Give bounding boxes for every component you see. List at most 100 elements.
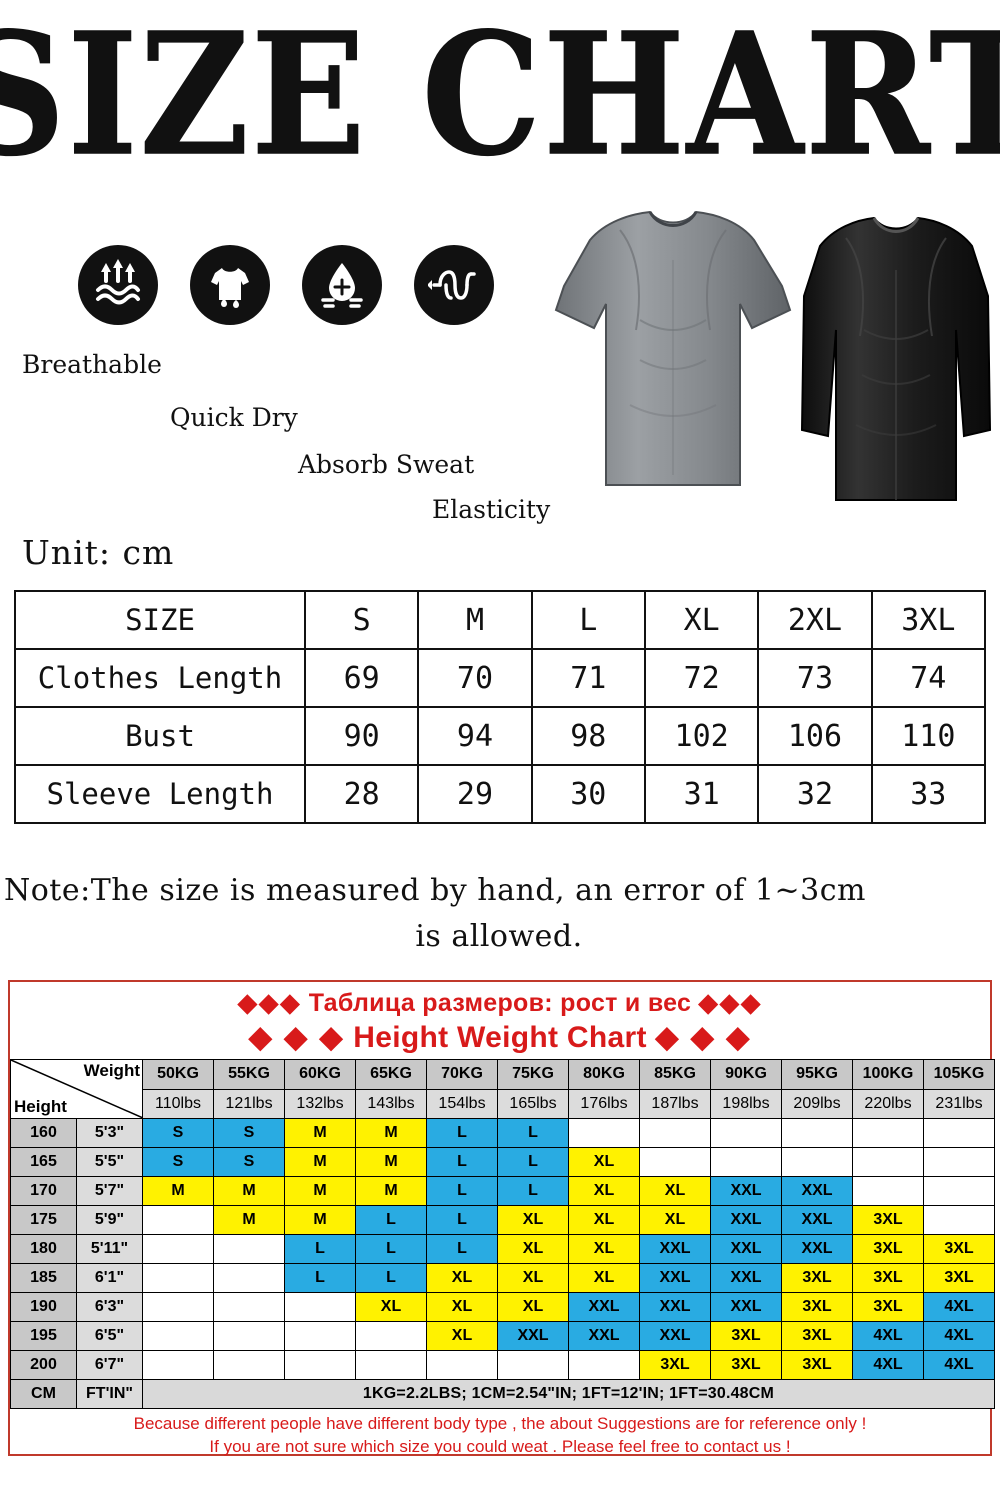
hw-cell-175-90KG: XXL bbox=[710, 1205, 782, 1235]
hw-cell-185-85KG: XXL bbox=[639, 1263, 711, 1293]
hw-cell-180-80KG: XL bbox=[568, 1234, 640, 1264]
hw-weight-kg-row: Weight Height 50KG 55KG 60KG 65KG 70KG 7… bbox=[10, 1059, 995, 1119]
hw-height-cm-190: 190 bbox=[10, 1292, 77, 1322]
footer-cm-label: CM bbox=[10, 1379, 77, 1409]
feature-icons-row bbox=[78, 245, 494, 325]
hw-cell-170-60KG: M bbox=[284, 1176, 356, 1206]
weight-kg-0: 50KG bbox=[142, 1059, 214, 1090]
weight-kg-6: 80KG bbox=[568, 1059, 640, 1090]
feature-label-breathable: Breathable bbox=[22, 350, 162, 379]
cell-bust-m: 94 bbox=[417, 706, 533, 766]
hw-cell-180-105KG: 3XL bbox=[923, 1234, 995, 1264]
weight-lbs-0: 110lbs bbox=[142, 1088, 214, 1119]
hw-title-ru-text: Таблица размеров: рост и вес bbox=[308, 989, 692, 1017]
cell-clothes-length-3xl: 74 bbox=[870, 648, 987, 708]
gray-shirt-image bbox=[554, 210, 792, 486]
hw-cell-180-100KG: 3XL bbox=[852, 1234, 924, 1264]
header-2xl: 2XL bbox=[757, 590, 873, 650]
weight-kg-5: 75KG bbox=[497, 1059, 569, 1090]
hw-cell-195-105KG: 4XL bbox=[923, 1321, 995, 1351]
weight-kg-7: 85KG bbox=[639, 1059, 711, 1090]
cell-sleeve-length-s: 28 bbox=[303, 764, 420, 824]
hw-cell-185-60KG: L bbox=[284, 1263, 356, 1293]
hw-cell-190-90KG: XXL bbox=[710, 1292, 782, 1322]
elasticity-icon bbox=[414, 245, 494, 325]
header-s: S bbox=[303, 590, 420, 650]
hw-cell-165-105KG bbox=[923, 1147, 995, 1177]
hw-cell-170-105KG bbox=[923, 1176, 995, 1206]
hw-cell-170-90KG: XXL bbox=[710, 1176, 782, 1206]
hw-row: 195 6'5" XL XXL XXL XXL 3XL 3XL 4XL 4XL bbox=[10, 1321, 995, 1351]
hw-cell-160-95KG bbox=[781, 1118, 853, 1148]
hw-height-cm-175: 175 bbox=[10, 1205, 77, 1235]
hw-cell-190-85KG: XXL bbox=[639, 1292, 711, 1322]
hw-cell-165-50KG: S bbox=[142, 1147, 214, 1177]
absorb-sweat-icon bbox=[302, 245, 382, 325]
hw-cell-170-75KG: L bbox=[497, 1176, 569, 1206]
header-m: M bbox=[417, 590, 533, 650]
disclaimer-line-2: If you are not sure which size you could… bbox=[209, 1437, 791, 1456]
weight-lbs-10: 220lbs bbox=[852, 1088, 924, 1119]
cell-sleeve-length-2xl: 32 bbox=[757, 764, 873, 824]
hw-cell-190-70KG: XL bbox=[426, 1292, 498, 1322]
hw-cell-165-60KG: M bbox=[284, 1147, 356, 1177]
hw-cell-200-70KG bbox=[426, 1350, 498, 1380]
hw-height-cm-200: 200 bbox=[10, 1350, 77, 1380]
disclaimer-line-1: Because different people have different … bbox=[133, 1414, 867, 1433]
cell-clothes-length-s: 69 bbox=[303, 648, 420, 708]
hw-row: 180 5'11" L L L XL XL XXL XXL XXL 3XL 3XL bbox=[10, 1234, 995, 1264]
hw-height-cm-195: 195 bbox=[10, 1321, 77, 1351]
hw-height-ft-170: 5'7" bbox=[76, 1176, 143, 1206]
hw-height-cm-185: 185 bbox=[10, 1263, 77, 1293]
hw-cell-165-80KG: XL bbox=[568, 1147, 640, 1177]
hw-cell-175-105KG bbox=[923, 1205, 995, 1235]
cell-bust-s: 90 bbox=[303, 706, 420, 766]
feature-label-quick-dry: Quick Dry bbox=[170, 403, 298, 432]
hw-cell-185-95KG: 3XL bbox=[781, 1263, 853, 1293]
footer-ft-label: FT'IN" bbox=[76, 1379, 143, 1409]
cell-bust-l: 98 bbox=[530, 706, 646, 766]
hw-cell-175-65KG: L bbox=[355, 1205, 427, 1235]
hw-cell-170-70KG: L bbox=[426, 1176, 498, 1206]
hw-cell-200-65KG bbox=[355, 1350, 427, 1380]
cell-sleeve-length-l: 30 bbox=[530, 764, 646, 824]
hw-cell-185-105KG: 3XL bbox=[923, 1263, 995, 1293]
hw-cell-190-80KG: XXL bbox=[568, 1292, 640, 1322]
hw-cell-200-75KG bbox=[497, 1350, 569, 1380]
feature-label-absorb-sweat: Absorb Sweat bbox=[298, 450, 475, 479]
cell-clothes-length-l: 71 bbox=[530, 648, 646, 708]
weight-lbs-9: 209lbs bbox=[781, 1088, 853, 1119]
hw-height-cm-170: 170 bbox=[10, 1176, 77, 1206]
row-label-sleeve-length: Sleeve Length bbox=[14, 764, 306, 824]
hw-cell-165-70KG: L bbox=[426, 1147, 498, 1177]
hw-cell-195-100KG: 4XL bbox=[852, 1321, 924, 1351]
hw-cell-175-95KG: XXL bbox=[781, 1205, 853, 1235]
cell-sleeve-length-3xl: 33 bbox=[870, 764, 987, 824]
hw-cell-165-90KG bbox=[710, 1147, 782, 1177]
hw-cell-200-85KG: 3XL bbox=[639, 1350, 711, 1380]
hw-cell-190-75KG: XL bbox=[497, 1292, 569, 1322]
hw-cell-160-100KG bbox=[852, 1118, 924, 1148]
cell-bust-xl: 102 bbox=[643, 706, 760, 766]
hw-cell-200-100KG: 4XL bbox=[852, 1350, 924, 1380]
hw-disclaimer: Because different people have different … bbox=[10, 1409, 990, 1458]
note-line-2: is allowed. bbox=[415, 919, 583, 954]
diamond-left-small: ◆◆◆ bbox=[237, 989, 302, 1017]
weight-kg-1: 55KG bbox=[213, 1059, 285, 1090]
hw-cell-200-60KG bbox=[284, 1350, 356, 1380]
weight-lbs-11: 231lbs bbox=[923, 1088, 995, 1119]
weight-lbs-6: 176lbs bbox=[568, 1088, 640, 1119]
hw-cell-170-50KG: M bbox=[142, 1176, 214, 1206]
weight-lbs-3: 143lbs bbox=[355, 1088, 427, 1119]
hw-row: 170 5'7" M M M M L L XL XL XXL XXL bbox=[10, 1176, 995, 1206]
breathable-icon bbox=[78, 245, 158, 325]
table-header-row: SIZE S M L XL 2XL 3XL bbox=[14, 590, 987, 650]
measurement-note: Note:The size is measured by hand, an er… bbox=[4, 868, 994, 960]
hw-cell-165-75KG: L bbox=[497, 1147, 569, 1177]
hw-cell-185-100KG: 3XL bbox=[852, 1263, 924, 1293]
hw-title-english: ◆ ◆ ◆ Height Weight Chart ◆ ◆ ◆ bbox=[10, 1018, 990, 1055]
hw-cell-185-70KG: XL bbox=[426, 1263, 498, 1293]
hw-corner-header: Weight Height bbox=[10, 1059, 143, 1119]
hw-cell-195-75KG: XXL bbox=[497, 1321, 569, 1351]
hw-cell-180-60KG: L bbox=[284, 1234, 356, 1264]
